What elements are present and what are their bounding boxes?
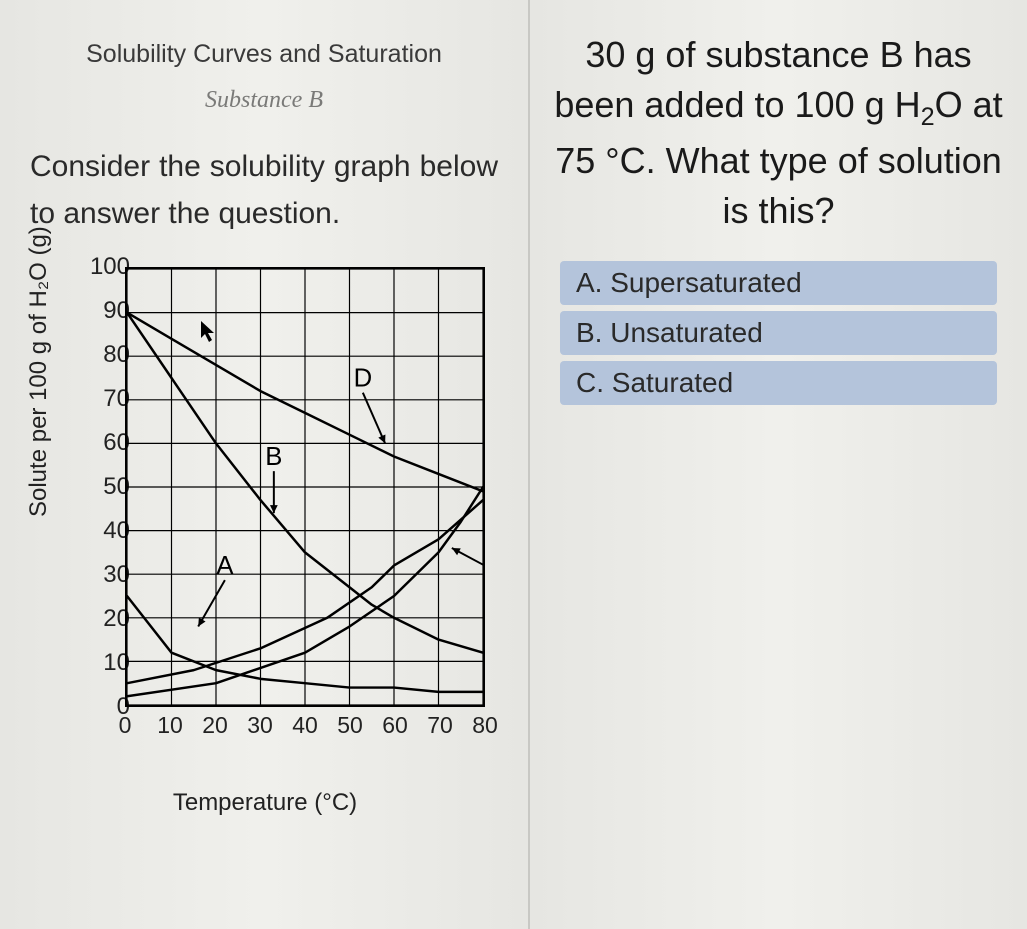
x-tick-label: 10 [157, 712, 183, 739]
left-title: Solubility Curves and Saturation [20, 40, 508, 69]
question-text: 30 g of substance B has been added to 10… [554, 30, 1003, 237]
right-page: 30 g of substance B has been added to 10… [530, 0, 1027, 929]
x-tick-label: 60 [382, 712, 408, 739]
answer-option-b[interactable]: B. Unsaturated [560, 311, 997, 355]
answer-option-a[interactable]: A. Supersaturated [560, 261, 997, 305]
x-tick-label: 50 [337, 712, 363, 739]
x-tick-label: 30 [247, 712, 273, 739]
x-tick-label: 40 [292, 712, 318, 739]
solubility-chart: Solute per 100 g of H₂O (g) 010203040506… [30, 257, 500, 787]
left-page: Solubility Curves and Saturation Substan… [0, 0, 530, 929]
svg-text:D: D [354, 365, 373, 393]
left-subtitle: Substance B [20, 87, 508, 114]
y-axis-label: Solute per 100 g of H₂O (g) [25, 226, 53, 517]
answer-option-c[interactable]: C. Saturated [560, 361, 997, 405]
y-tick-label: 100 [90, 253, 130, 281]
svg-text:A: A [216, 552, 234, 580]
x-tick-label: 20 [202, 712, 228, 739]
x-tick-label: 70 [427, 712, 453, 739]
svg-text:B: B [265, 443, 282, 471]
x-axis-label: Temperature (°C) [30, 789, 500, 817]
plot-area: A B D [125, 267, 485, 707]
left-body: Consider the solubility graph below to a… [30, 144, 498, 237]
x-tick-label: 80 [472, 712, 498, 739]
x-tick-label: 0 [119, 712, 132, 739]
